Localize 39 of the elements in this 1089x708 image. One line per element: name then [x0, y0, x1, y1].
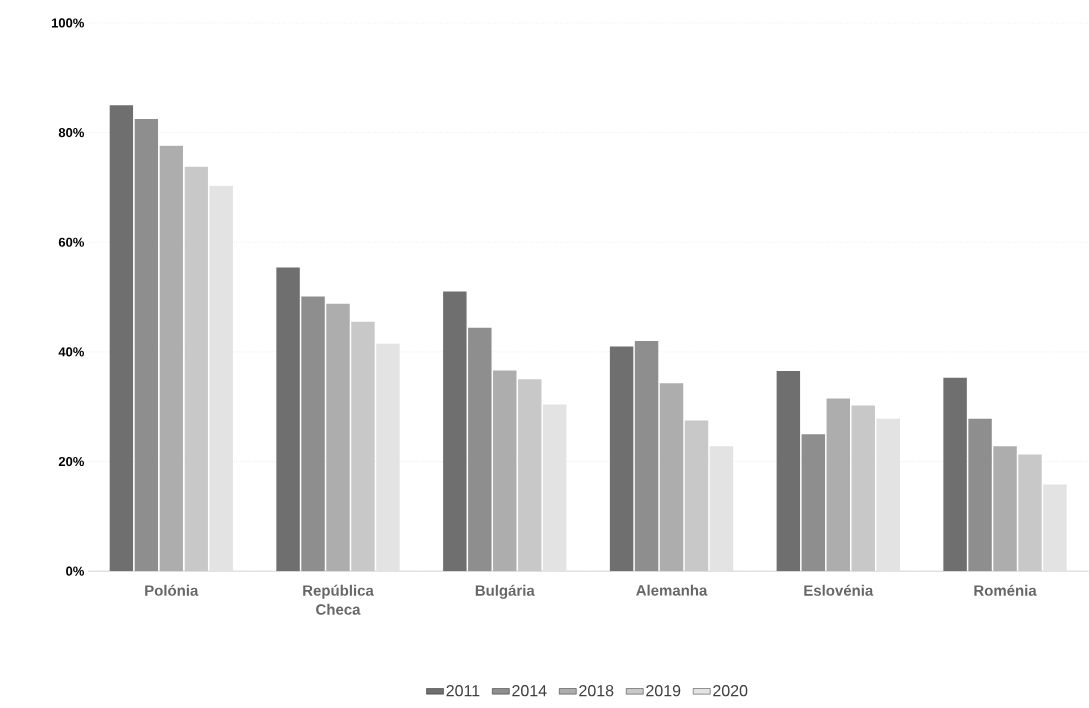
- bar: [134, 118, 159, 572]
- bar: [634, 340, 659, 572]
- bar: [1018, 454, 1042, 572]
- legend-label: 2018: [579, 685, 614, 697]
- x-tick-label: Eslovénia: [804, 584, 874, 596]
- bar: [493, 370, 517, 572]
- y-tick-label: 80%: [58, 128, 84, 138]
- bar: [659, 383, 684, 572]
- bar: [109, 105, 134, 572]
- x-tick-label: Alemanha: [636, 584, 708, 596]
- bar: [301, 296, 325, 572]
- bar: [993, 446, 1017, 572]
- x-tick-label: Roménia: [974, 584, 1037, 596]
- bar: [609, 346, 634, 572]
- y-tick-label: 60%: [58, 237, 84, 247]
- legend-label: 2014: [512, 685, 547, 697]
- y-tick-label: 40%: [58, 347, 84, 357]
- legend-label: 2019: [646, 685, 681, 697]
- x-tick-label: Bulgária: [475, 584, 535, 599]
- x-tick-label: Polónia: [145, 584, 199, 596]
- bar: [276, 267, 300, 572]
- bar: [801, 434, 826, 572]
- bar: [851, 405, 875, 572]
- bar: [826, 398, 851, 572]
- bar: [326, 303, 350, 572]
- bar: [968, 418, 992, 572]
- y-tick-label: 20%: [58, 456, 84, 467]
- bar: [351, 321, 375, 572]
- y-tick-label: 100%: [51, 18, 84, 28]
- bar: [159, 145, 183, 572]
- bar: [776, 371, 801, 572]
- bar: [443, 291, 467, 572]
- legend-label: 2020: [713, 685, 748, 697]
- y-tick-label: 0%: [66, 566, 84, 576]
- bar: [468, 327, 492, 572]
- x-tick-label: República Checa: [303, 584, 374, 615]
- bar: [943, 377, 967, 572]
- bar: [184, 166, 208, 572]
- legend-label: 2011: [446, 685, 480, 697]
